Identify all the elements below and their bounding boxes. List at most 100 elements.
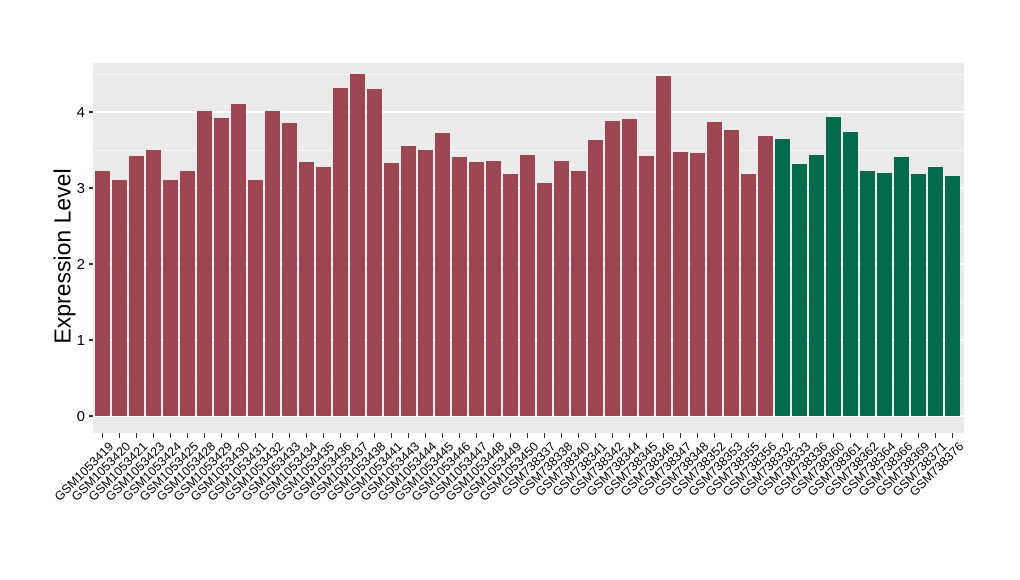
- x-tick-mark: [305, 433, 308, 438]
- bar-GSM1053446: [452, 156, 468, 416]
- grid-major-line: [93, 415, 964, 417]
- x-tick-mark: [339, 433, 342, 438]
- y-tick-mark: [88, 415, 93, 417]
- bar-GSM738353: [724, 130, 740, 416]
- y-tick-mark: [88, 339, 93, 341]
- x-tick-mark: [203, 433, 206, 438]
- x-tick-mark: [764, 433, 767, 438]
- bar-GSM738337: [537, 183, 553, 416]
- bar-GSM738371: [928, 167, 944, 416]
- x-tick-mark: [169, 433, 172, 438]
- x-tick-mark: [815, 433, 818, 438]
- x-tick-mark: [951, 433, 954, 438]
- x-tick-mark: [356, 433, 359, 438]
- bar-GSM738360: [826, 116, 842, 416]
- bar-GSM738362: [860, 170, 876, 416]
- x-tick-mark: [254, 433, 257, 438]
- x-tick-mark: [849, 433, 852, 438]
- x-tick-mark: [883, 433, 886, 438]
- bar-GSM1053443: [401, 146, 417, 416]
- bar-GSM738336: [809, 154, 825, 416]
- x-tick-mark: [934, 433, 937, 438]
- x-tick-mark: [407, 433, 410, 438]
- y-tick-mark: [88, 111, 93, 113]
- grid-minor-line: [93, 73, 964, 75]
- x-tick-mark: [118, 433, 121, 438]
- x-tick-mark: [611, 433, 614, 438]
- x-tick-mark: [679, 433, 682, 438]
- bar-GSM1053429: [214, 118, 230, 416]
- bar-GSM1053423: [146, 150, 162, 416]
- x-tick-mark: [645, 433, 648, 438]
- x-tick-mark: [441, 433, 444, 438]
- y-tick-mark: [88, 187, 93, 189]
- x-tick-mark: [866, 433, 869, 438]
- x-tick-mark: [900, 433, 903, 438]
- x-tick-mark: [152, 433, 155, 438]
- x-tick-mark: [492, 433, 495, 438]
- bar-GSM738347: [673, 151, 689, 416]
- bar-GSM1053434: [299, 162, 315, 416]
- x-tick-mark: [917, 433, 920, 438]
- x-tick-mark: [543, 433, 546, 438]
- bar-GSM1053420: [112, 180, 128, 416]
- bar-GSM1053435: [316, 167, 332, 416]
- bar-GSM738364: [877, 172, 893, 416]
- bar-GSM738346: [656, 75, 672, 416]
- x-tick-mark: [271, 433, 274, 438]
- x-tick-mark: [220, 433, 223, 438]
- y-tick-label: 0: [76, 407, 85, 425]
- x-tick-mark: [662, 433, 665, 438]
- x-tick-mark: [373, 433, 376, 438]
- bar-GSM738366: [894, 156, 910, 416]
- x-tick-mark: [526, 433, 529, 438]
- bar-GSM738345: [639, 156, 655, 416]
- bar-GSM1053445: [435, 133, 451, 416]
- bar-GSM1053444: [418, 150, 434, 416]
- bar-GSM738361: [843, 131, 859, 416]
- x-tick-mark: [322, 433, 325, 438]
- bar-GSM1053447: [469, 162, 485, 416]
- x-tick-mark: [713, 433, 716, 438]
- x-tick-mark: [696, 433, 699, 438]
- bar-GSM738333: [792, 163, 808, 416]
- y-tick-label: 1: [76, 331, 85, 349]
- bar-GSM1053438: [367, 89, 383, 416]
- x-tick-mark: [577, 433, 580, 438]
- x-tick-mark: [288, 433, 291, 438]
- bar-GSM1053448: [486, 161, 502, 416]
- bar-GSM1053428: [197, 111, 213, 416]
- bar-GSM1053436: [333, 88, 349, 416]
- x-tick-mark: [475, 433, 478, 438]
- bar-GSM1053430: [231, 103, 247, 416]
- bar-GSM738376: [945, 175, 961, 416]
- bar-GSM738341: [588, 140, 604, 416]
- x-tick-mark: [628, 433, 631, 438]
- y-tick-label: 4: [76, 103, 85, 121]
- x-tick-mark: [509, 433, 512, 438]
- bar-GSM738340: [571, 170, 587, 416]
- bar-GSM1053437: [350, 74, 366, 416]
- x-tick-mark: [186, 433, 189, 438]
- x-tick-mark: [135, 433, 138, 438]
- bar-GSM1053441: [384, 162, 400, 416]
- x-tick-mark: [458, 433, 461, 438]
- y-tick-mark: [88, 263, 93, 265]
- bar-GSM738352: [707, 121, 723, 416]
- bar-GSM1053449: [503, 173, 519, 416]
- x-tick-mark: [832, 433, 835, 438]
- bar-GSM738348: [690, 153, 706, 416]
- x-tick-mark: [798, 433, 801, 438]
- bar-GSM1053450: [520, 154, 536, 416]
- bar-GSM1053433: [282, 122, 298, 416]
- x-tick-mark: [730, 433, 733, 438]
- bar-GSM738356: [758, 135, 774, 416]
- grid-major-line: [93, 111, 964, 113]
- bar-GSM1053424: [163, 179, 179, 416]
- bar-GSM738355: [741, 174, 757, 416]
- x-tick-mark: [781, 433, 784, 438]
- x-tick-mark: [560, 433, 563, 438]
- x-tick-mark: [747, 433, 750, 438]
- x-tick-mark: [390, 433, 393, 438]
